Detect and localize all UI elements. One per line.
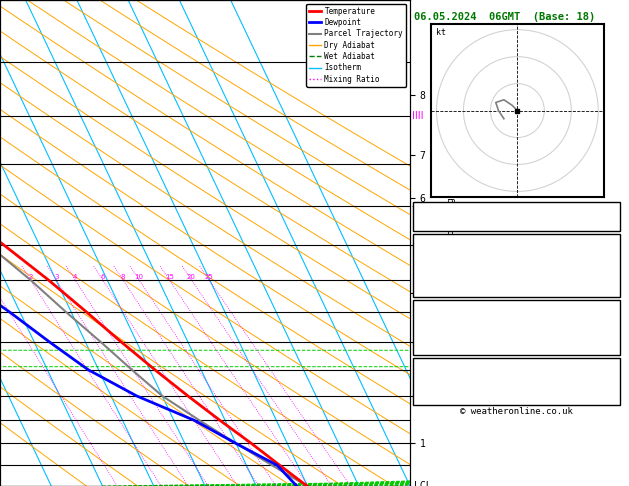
Text: CAPE (J): CAPE (J)	[417, 278, 467, 289]
Text: 19.9: 19.9	[591, 244, 616, 255]
Text: CIN (J): CIN (J)	[417, 287, 461, 297]
Text: 17.9: 17.9	[591, 253, 616, 263]
Text: Totals Totala: Totals Totala	[417, 212, 498, 222]
Text: kt: kt	[437, 28, 447, 37]
Text: 35: 35	[603, 212, 616, 222]
Text: 06.05.2024  06GMT  (Base: 18): 06.05.2024 06GMT (Base: 18)	[414, 12, 595, 22]
Text: 20: 20	[187, 274, 196, 280]
Text: LCL: LCL	[414, 481, 431, 486]
Text: θₑ(K): θₑ(K)	[417, 261, 448, 272]
Text: 14: 14	[603, 336, 616, 347]
Text: 4: 4	[73, 274, 77, 280]
Text: 3: 3	[610, 328, 616, 338]
Text: EH: EH	[417, 369, 430, 379]
Text: StmSpd (kt): StmSpd (kt)	[417, 394, 486, 404]
Text: Most Unstable: Most Unstable	[476, 302, 557, 312]
Text: III: III	[411, 247, 420, 257]
Text: CIN (J): CIN (J)	[417, 345, 461, 355]
Text: CAPE (J): CAPE (J)	[417, 336, 467, 347]
Text: 12: 12	[603, 345, 616, 355]
Text: Dewp (°C): Dewp (°C)	[417, 253, 473, 263]
Text: Hodograph: Hodograph	[488, 360, 545, 370]
Legend: Temperature, Dewpoint, Parcel Trajectory, Dry Adiabat, Wet Adiabat, Isotherm, Mi: Temperature, Dewpoint, Parcel Trajectory…	[306, 4, 406, 87]
Text: 6: 6	[101, 274, 105, 280]
Text: 1019: 1019	[591, 311, 616, 321]
Text: 3: 3	[610, 270, 616, 280]
Text: 7: 7	[610, 377, 616, 387]
Text: —: —	[411, 201, 421, 211]
Text: 327: 327	[597, 319, 616, 330]
Text: Mixing Ratio (g/kg): Mixing Ratio (g/kg)	[447, 192, 456, 294]
Text: 12: 12	[603, 287, 616, 297]
Text: 327: 327	[597, 261, 616, 272]
Text: 14: 14	[603, 394, 616, 404]
Text: SREH: SREH	[417, 377, 442, 387]
Text: 10: 10	[135, 274, 143, 280]
Text: θₑ (K): θₑ (K)	[417, 319, 455, 330]
Text: 9: 9	[610, 204, 616, 214]
Text: Surface: Surface	[494, 236, 538, 246]
Text: PW (cm): PW (cm)	[417, 221, 461, 231]
Text: IIII: IIII	[411, 111, 423, 121]
Text: 3: 3	[54, 274, 58, 280]
Text: 304°: 304°	[591, 386, 616, 396]
Text: Lifted Index: Lifted Index	[417, 270, 492, 280]
Text: 2.66: 2.66	[591, 221, 616, 231]
Text: Pressure (mb): Pressure (mb)	[417, 311, 498, 321]
Text: 15: 15	[165, 274, 174, 280]
Text: K: K	[417, 204, 423, 214]
Text: -6: -6	[603, 369, 616, 379]
Text: 14: 14	[603, 278, 616, 289]
Text: Temp (°C): Temp (°C)	[417, 244, 473, 255]
Text: © weatheronline.co.uk: © weatheronline.co.uk	[460, 407, 573, 416]
Text: 8: 8	[121, 274, 125, 280]
Text: 2: 2	[28, 274, 33, 280]
Text: 25: 25	[204, 274, 213, 280]
Text: Lifted Index: Lifted Index	[417, 328, 492, 338]
Text: StmDir: StmDir	[417, 386, 455, 396]
